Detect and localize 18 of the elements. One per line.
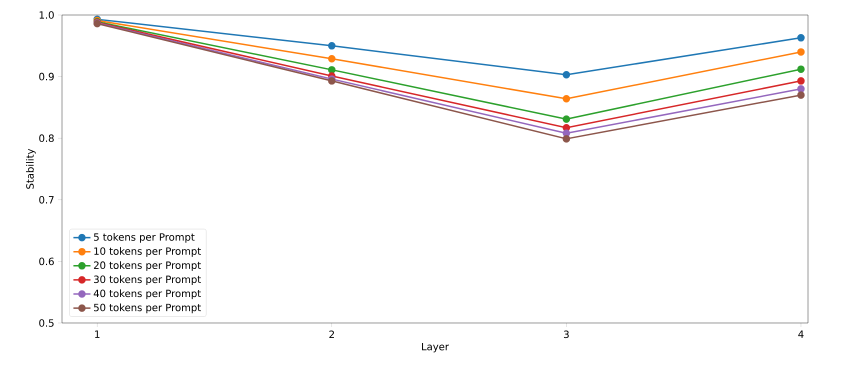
legend-label: 5 tokens per Prompt (94, 233, 195, 243)
y-tick-label: 0.8 (39, 134, 54, 142)
x-tick-label: 1 (95, 330, 100, 338)
y-tick-label: 1.0 (40, 11, 54, 19)
y-tick-label: 0.9 (39, 72, 54, 80)
legend-label: 40 tokens per Prompt (94, 289, 201, 300)
x-tick-label: 3 (564, 330, 569, 338)
legend-label: 50 tokens per Prompt (94, 304, 201, 314)
legend-label: 30 tokens per Prompt (94, 275, 201, 286)
legend-label: 10 tokens per Prompt (94, 247, 201, 257)
x-tick-label: 2 (329, 330, 334, 338)
y-axis-title: Stability (26, 148, 36, 189)
legend-label: 20 tokens per Prompt (94, 261, 201, 271)
y-tick-label: 0.7 (39, 196, 54, 204)
y-tick-label: 0.5 (39, 319, 54, 327)
x-axis-title: Layer (422, 342, 449, 352)
y-tick-label: 0.6 (39, 258, 54, 266)
x-tick-label: 4 (798, 330, 804, 338)
